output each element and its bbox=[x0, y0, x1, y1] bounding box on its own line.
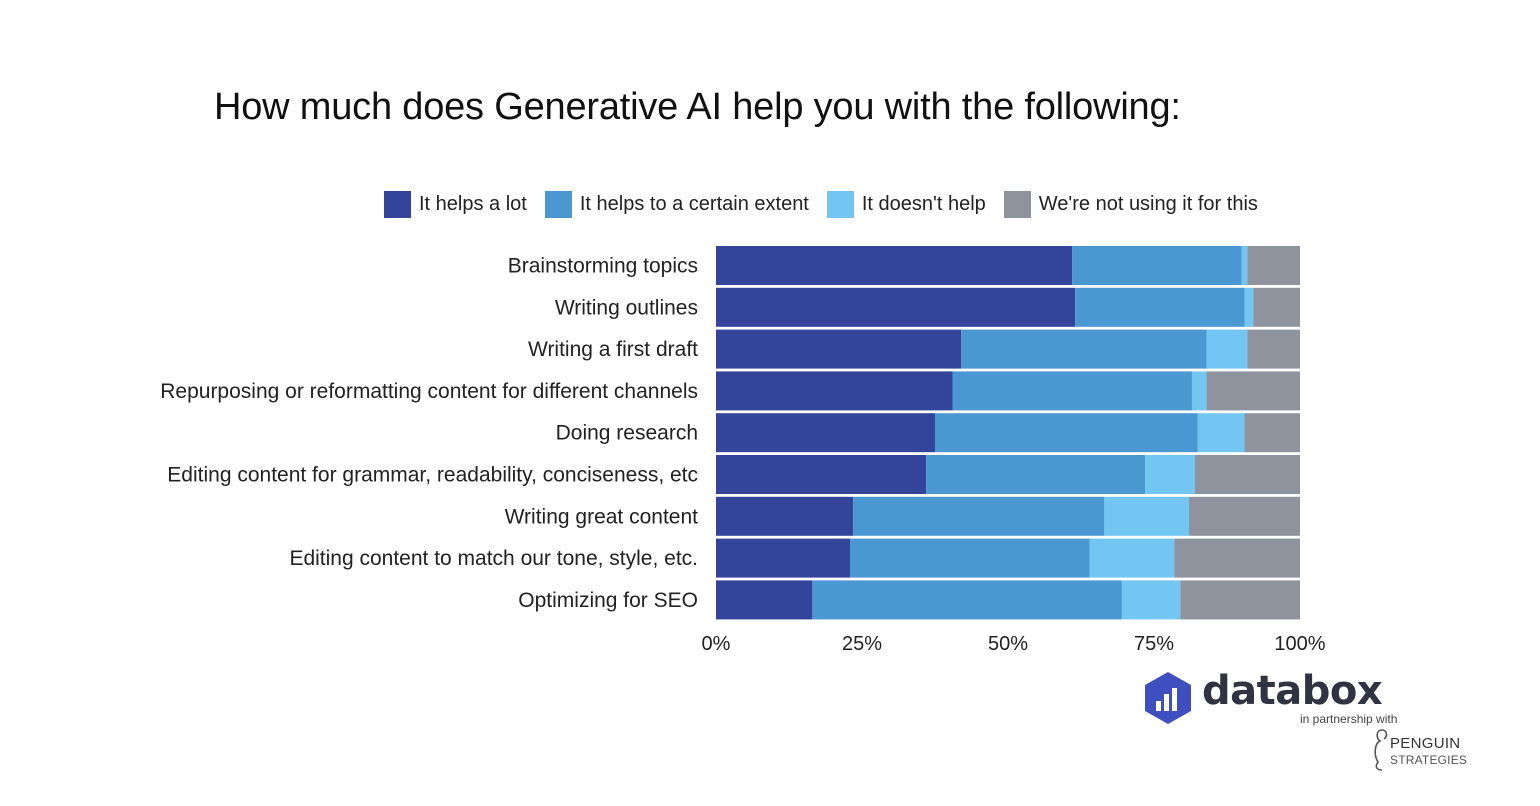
legend-label: It doesn't help bbox=[861, 192, 986, 215]
bar-segment[interactable] bbox=[1197, 413, 1245, 453]
penguin-logo-icon bbox=[1374, 729, 1388, 771]
bar-segment[interactable] bbox=[1075, 287, 1245, 327]
bar-segment[interactable] bbox=[1121, 580, 1181, 620]
category-label: Brainstorming topics bbox=[508, 255, 698, 278]
x-tick-label: 25% bbox=[842, 633, 882, 655]
bar-segment[interactable] bbox=[716, 538, 851, 578]
bar-segment[interactable] bbox=[716, 329, 962, 369]
category-label: Editing content to match our tone, style… bbox=[289, 547, 698, 570]
bar-segment[interactable] bbox=[1089, 538, 1175, 578]
bar-segment[interactable] bbox=[1253, 287, 1300, 327]
penguin-strategies-logo: PENGUIN STRATEGIES bbox=[1372, 726, 1482, 772]
legend-item-helps-a-lot[interactable]: It helps a lot bbox=[384, 190, 527, 218]
bar-segment[interactable] bbox=[850, 538, 1090, 578]
partner-name-line-2: STRATEGIES bbox=[1390, 753, 1468, 767]
category-label: Optimizing for SEO bbox=[518, 589, 698, 612]
x-tick-label: 50% bbox=[988, 633, 1028, 655]
category-label: Repurposing or reformatting content for … bbox=[160, 380, 698, 403]
bar-segment[interactable] bbox=[716, 413, 935, 453]
legend-item-doesnt-help[interactable]: It doesn't help bbox=[826, 190, 986, 218]
bar-segment[interactable] bbox=[1191, 371, 1207, 411]
legend-swatch bbox=[384, 190, 411, 218]
bar-segment[interactable] bbox=[716, 371, 953, 411]
category-label: Writing a first draft bbox=[528, 338, 698, 361]
bar-segment[interactable] bbox=[1244, 287, 1254, 327]
bar-segment[interactable] bbox=[716, 455, 927, 494]
bar-segment[interactable] bbox=[1247, 246, 1300, 285]
bar-segment[interactable] bbox=[935, 413, 1198, 453]
bar-segment[interactable] bbox=[1104, 496, 1190, 536]
category-label: Writing outlines bbox=[555, 296, 698, 319]
bar-segment[interactable] bbox=[1194, 455, 1300, 494]
bar-segment[interactable] bbox=[812, 580, 1122, 620]
databox-wordmark: databox bbox=[1202, 668, 1383, 714]
category-labels: Brainstorming topics Writing outlines Writ… bbox=[160, 255, 698, 612]
bar-segment[interactable] bbox=[1180, 580, 1300, 620]
legend-label: It helps to a certain extent bbox=[579, 192, 809, 215]
category-label: Writing great content bbox=[505, 505, 699, 528]
legend-swatch bbox=[1003, 190, 1031, 218]
bar-segment[interactable] bbox=[1174, 538, 1300, 578]
legend-swatch bbox=[826, 190, 854, 218]
partnership-text: in partnership with bbox=[1300, 712, 1398, 726]
bar-segment[interactable] bbox=[926, 455, 1146, 494]
category-label: Doing research bbox=[556, 422, 698, 445]
legend-item-helps-certain-extent[interactable]: It helps to a certain extent bbox=[544, 190, 809, 218]
bar-segment[interactable] bbox=[1206, 329, 1248, 369]
legend-swatch bbox=[544, 190, 572, 218]
databox-hexagon-logo-icon bbox=[1145, 672, 1191, 724]
bar-segment[interactable] bbox=[952, 371, 1192, 411]
partner-name-line-1: PENGUIN bbox=[1390, 735, 1461, 752]
bar-segment[interactable] bbox=[716, 246, 1073, 285]
bar-segment[interactable] bbox=[1189, 496, 1300, 536]
databox-branding: databox in partnership with PENGUIN STRA… bbox=[1140, 668, 1480, 778]
bar-segment[interactable] bbox=[961, 329, 1207, 369]
bars-group bbox=[716, 246, 1300, 620]
x-tick-label: 75% bbox=[1134, 633, 1174, 655]
legend-item-not-using[interactable]: We're not using it for this bbox=[1003, 190, 1258, 218]
bar-segment[interactable] bbox=[1241, 246, 1248, 285]
bar-segment[interactable] bbox=[1072, 246, 1242, 285]
bar-segment[interactable] bbox=[853, 496, 1105, 536]
x-tick-label: 0% bbox=[702, 633, 731, 655]
category-label: Editing content for grammar, readability… bbox=[167, 464, 698, 487]
legend-label: We're not using it for this bbox=[1038, 192, 1258, 215]
bar-segment[interactable] bbox=[1247, 329, 1300, 369]
legend-label: It helps a lot bbox=[419, 192, 527, 215]
x-axis-ticks: 0% 25% 50% 75% 100% bbox=[702, 633, 1326, 655]
bar-segment[interactable] bbox=[716, 580, 813, 620]
bar-segment[interactable] bbox=[716, 496, 854, 536]
chart-title: How much does Generative AI help you wit… bbox=[214, 86, 1181, 128]
x-tick-label: 100% bbox=[1274, 633, 1325, 655]
chart-legend: It helps a lot It helps to a certain ext… bbox=[384, 188, 1276, 220]
bar-segment[interactable] bbox=[716, 287, 1076, 327]
bar-segment[interactable] bbox=[1145, 455, 1195, 494]
bar-segment[interactable] bbox=[1244, 413, 1300, 453]
bar-segment[interactable] bbox=[1206, 371, 1300, 411]
